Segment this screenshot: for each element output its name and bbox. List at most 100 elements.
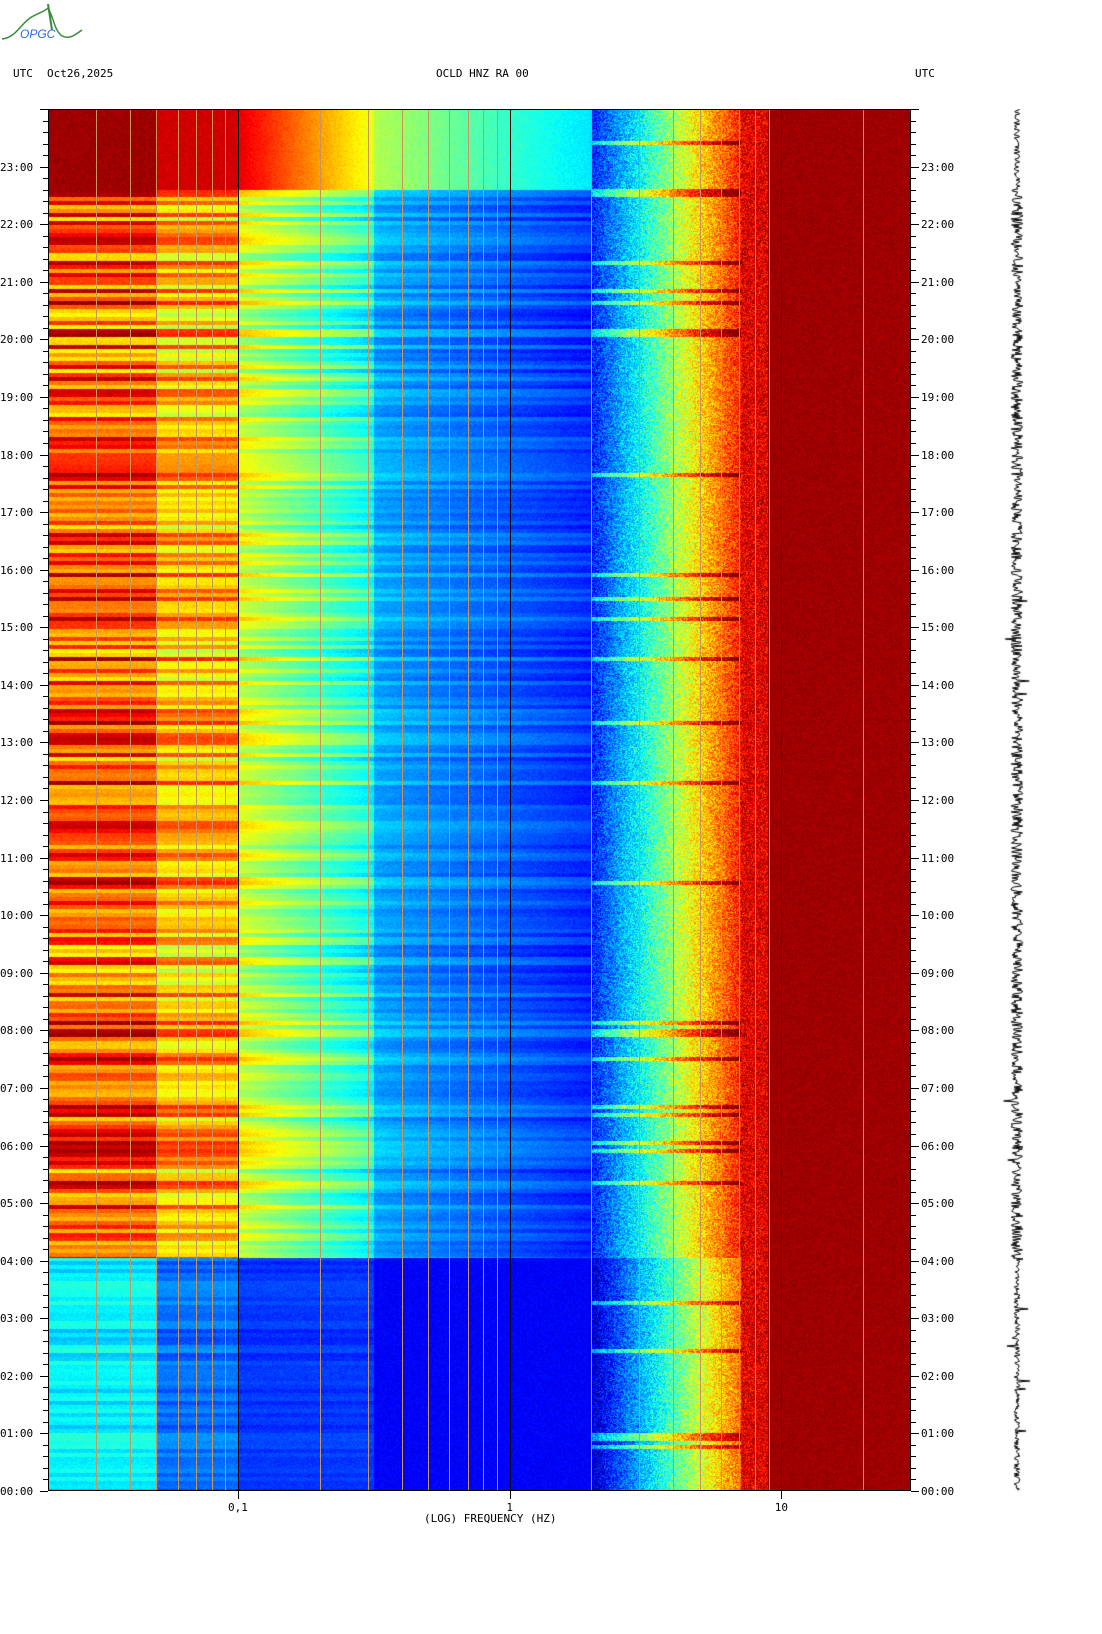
y-tick: [43, 419, 48, 421]
y-tick: [911, 615, 916, 617]
y-tick: [911, 1260, 919, 1262]
y-tick: [43, 489, 48, 491]
y-tick: [43, 189, 48, 191]
y-tick: [911, 834, 916, 836]
y-tick: [43, 869, 48, 871]
y-tick: [911, 1203, 919, 1205]
seismogram-trace: [990, 109, 1050, 1491]
y-tick-label: 18:00: [921, 448, 955, 462]
y-tick: [43, 535, 48, 537]
y-tick: [911, 466, 916, 468]
y-tick: [911, 719, 916, 721]
logo: OPGC: [0, 0, 90, 42]
y-tick: [43, 765, 48, 767]
y-tick: [911, 581, 916, 583]
y-tick: [43, 1341, 48, 1343]
y-tick-label: 23:00: [0, 160, 34, 174]
y-tick: [911, 304, 916, 306]
y-tick: [43, 1364, 48, 1366]
y-tick: [43, 1041, 48, 1043]
y-tick: [43, 753, 48, 755]
y-tick: [43, 120, 48, 122]
y-tick-label: 14:00: [0, 678, 34, 692]
minor-gridline: [95, 109, 97, 1491]
y-tick-label: 22:00: [921, 218, 955, 232]
y-tick: [911, 155, 916, 157]
y-tick: [43, 373, 48, 375]
y-tick: [40, 1433, 48, 1435]
y-tick: [43, 270, 48, 272]
y-tick: [911, 1122, 916, 1124]
y-tick: [911, 1329, 916, 1331]
y-tick-label: 14:00: [921, 678, 955, 692]
y-tick: [911, 454, 919, 456]
y-tick: [40, 915, 48, 917]
y-tick-label: 15:00: [921, 621, 955, 635]
y-tick-label: 01:00: [921, 1427, 955, 1441]
y-tick: [43, 1064, 48, 1066]
y-tick: [43, 1053, 48, 1055]
y-tick: [911, 1007, 916, 1009]
y-tick: [911, 823, 916, 825]
y-tick: [911, 1467, 916, 1469]
y-tick: [43, 1387, 48, 1389]
y-tick-label: 21:00: [0, 275, 34, 289]
y-tick: [43, 327, 48, 329]
y-tick: [43, 1122, 48, 1124]
spectrogram-heatmap: [48, 109, 911, 1491]
y-tick: [911, 811, 916, 813]
y-tick-label: 09:00: [921, 966, 955, 980]
minor-gridline: [467, 109, 469, 1491]
minor-gridline: [699, 109, 701, 1491]
y-tick: [911, 776, 916, 778]
y-tick: [911, 1030, 919, 1032]
y-tick: [43, 1398, 48, 1400]
y-tick: [43, 546, 48, 548]
y-tick: [43, 408, 48, 410]
y-tick-label: 07:00: [921, 1081, 955, 1095]
date-label: Oct26,2025: [47, 67, 114, 80]
y-tick: [911, 120, 916, 122]
y-tick-label: 20:00: [921, 333, 955, 347]
y-tick: [43, 1226, 48, 1228]
minor-gridline: [401, 109, 403, 1491]
y-tick: [911, 1433, 919, 1435]
y-tick: [911, 753, 916, 755]
y-tick: [43, 1168, 48, 1170]
y-tick: [911, 477, 916, 479]
x-tick-label: 10: [774, 1501, 788, 1514]
y-tick-label: 01:00: [0, 1427, 34, 1441]
y-tick: [911, 1444, 916, 1446]
minor-gridline: [319, 109, 321, 1491]
y-tick: [911, 961, 916, 963]
y-tick: [40, 1145, 48, 1147]
y-tick: [43, 178, 48, 180]
y-tick-label: 04:00: [0, 1254, 34, 1268]
y-tick: [911, 1249, 916, 1251]
minor-gridline: [177, 109, 179, 1491]
y-tick: [911, 362, 916, 364]
y-tick: [911, 880, 916, 882]
y-tick-label: 08:00: [0, 1024, 34, 1038]
y-tick-label: 19:00: [0, 390, 34, 404]
y-tick-label: 10:00: [921, 909, 955, 923]
y-tick: [40, 972, 48, 974]
y-tick: [911, 1295, 916, 1297]
y-tick-label: 12:00: [0, 794, 34, 807]
y-tick: [911, 489, 916, 491]
y-tick: [43, 316, 48, 318]
y-tick-label: 19:00: [921, 390, 955, 404]
y-tick-label: 11:00: [921, 851, 955, 865]
y-tick: [43, 258, 48, 260]
y-tick: [43, 212, 48, 214]
y-tick: [43, 949, 48, 951]
y-tick: [911, 650, 916, 652]
y-tick: [911, 1110, 916, 1112]
y-tick: [911, 109, 919, 110]
y-tick: [911, 661, 916, 663]
y-tick: [43, 1249, 48, 1251]
y-tick: [911, 949, 916, 951]
y-tick: [911, 327, 916, 329]
y-tick: [911, 535, 916, 537]
y-tick: [40, 800, 48, 801]
